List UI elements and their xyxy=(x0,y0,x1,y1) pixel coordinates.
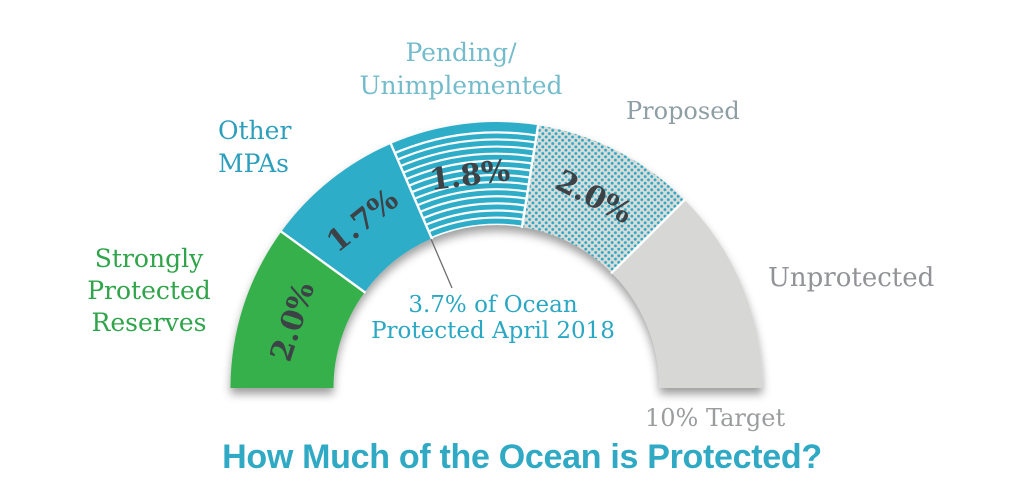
segment-separator xyxy=(610,198,687,275)
label-pending-unimplemented: Pending/ Unimplemented xyxy=(359,38,563,100)
chart-title: How Much of the Ocean is Protected? xyxy=(222,438,822,476)
callout-line xyxy=(430,238,453,289)
label-strongly-protected-reserves: Strongly Protected Reserves xyxy=(87,244,211,337)
stripe-overlay xyxy=(390,131,539,239)
center-annotation: 3.7% of Ocean Protected April 2018 xyxy=(371,292,615,344)
segment-other-mpas xyxy=(281,143,432,293)
label-proposed: Proposed xyxy=(626,97,740,125)
segment-proposed xyxy=(522,125,685,273)
segment-separator xyxy=(520,124,540,229)
label-unprotected: Unprotected xyxy=(768,263,935,293)
segment-separator xyxy=(389,142,434,240)
segment-unprotected xyxy=(611,199,763,388)
label-ten-percent-target: 10% Target xyxy=(645,404,786,432)
segment-separator xyxy=(279,230,367,294)
segment-strongly-protected-reserves xyxy=(230,231,365,388)
label-other-mpas: Other MPAs xyxy=(218,116,292,178)
